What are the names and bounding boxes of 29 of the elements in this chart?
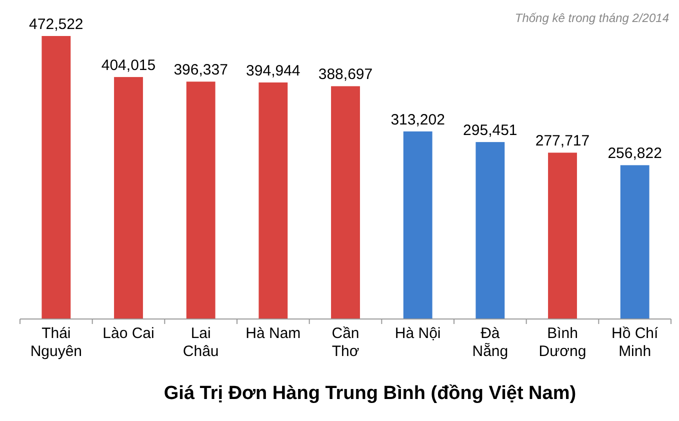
- data-label: 388,697: [318, 66, 373, 84]
- data-label: 394,944: [246, 62, 300, 80]
- data-label: 277,717: [535, 132, 590, 150]
- bar: [42, 36, 71, 319]
- text: Thống kê trong tháng 2/2014: [514, 11, 670, 25]
- bar: [258, 82, 288, 319]
- x-tick-label: Hà Nội: [394, 325, 441, 342]
- data-label: 404,015: [101, 57, 156, 74]
- x-tick-label: Đà Nẵng: [472, 325, 508, 360]
- data-label: 472,522: [29, 16, 84, 33]
- bar: [620, 165, 650, 319]
- data-label: 295,451: [463, 122, 518, 140]
- x-tick-label: Hà Nam: [246, 325, 301, 342]
- x-tick-label: Hồ Chí Minh: [611, 325, 660, 360]
- text: Giá Trị Đơn Hàng Trung Bình (đồng Việt Nam): [164, 383, 576, 404]
- x-tick-label: Bình Dương: [538, 325, 586, 360]
- bar: [331, 86, 360, 319]
- data-label: 396,337: [174, 62, 228, 79]
- bar: [114, 77, 143, 319]
- x-tick-label: Thái Nguyên: [30, 325, 82, 360]
- bar: [186, 82, 216, 319]
- data-label: 313,202: [390, 111, 445, 128]
- x-tick-label: Cần Thơ: [332, 325, 360, 360]
- x-tick-label: Lào Cai: [102, 325, 154, 342]
- bar: [403, 131, 432, 319]
- bar: [548, 152, 577, 319]
- data-label: 256,822: [608, 145, 662, 162]
- x-tick-label: Lai Châu: [182, 325, 219, 360]
- bar: [476, 142, 505, 319]
